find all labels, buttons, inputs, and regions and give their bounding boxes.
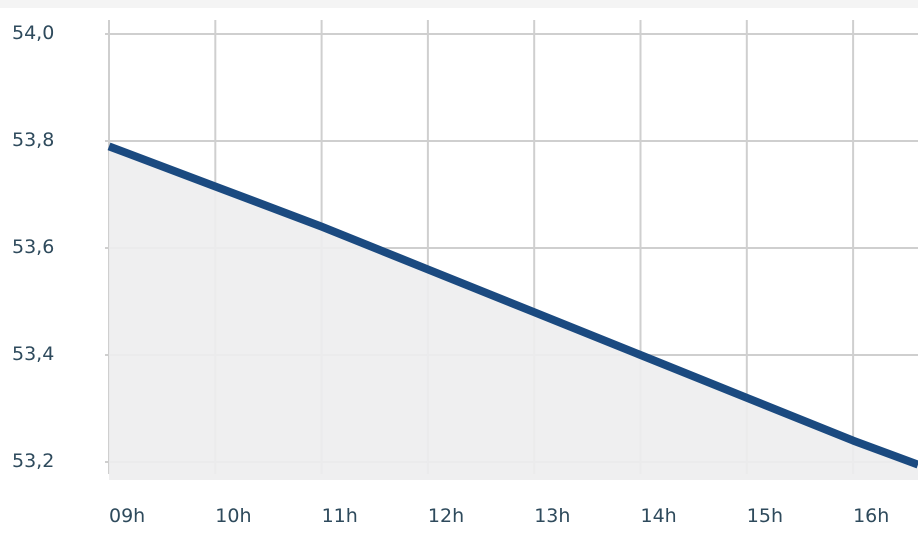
x-tick-label: 10h	[215, 505, 251, 527]
y-tick-label: 53,6	[12, 236, 54, 258]
top-margin-band	[0, 0, 918, 8]
x-tick-label: 12h	[428, 505, 464, 527]
y-tick-label: 53,4	[12, 343, 54, 365]
x-tick-label: 11h	[322, 505, 358, 527]
y-axis-ticks: 54,0 53,8 53,6 53,4 53,2	[12, 22, 54, 472]
x-tick-label: 14h	[641, 505, 677, 527]
x-tick-label: 16h	[853, 505, 889, 527]
x-tick-label: 15h	[747, 505, 783, 527]
x-tick-label: 13h	[534, 505, 570, 527]
x-tick-label: 09h	[109, 505, 145, 527]
area-fill-layer	[109, 146, 918, 480]
y-tick-label: 53,8	[12, 129, 54, 151]
y-tick-label: 54,0	[12, 22, 54, 44]
y-tick-label: 53,2	[12, 450, 54, 472]
x-axis-ticks: 09h 10h 11h 12h 13h 14h 15h 16h	[109, 505, 889, 527]
series-area-fill	[109, 146, 918, 480]
